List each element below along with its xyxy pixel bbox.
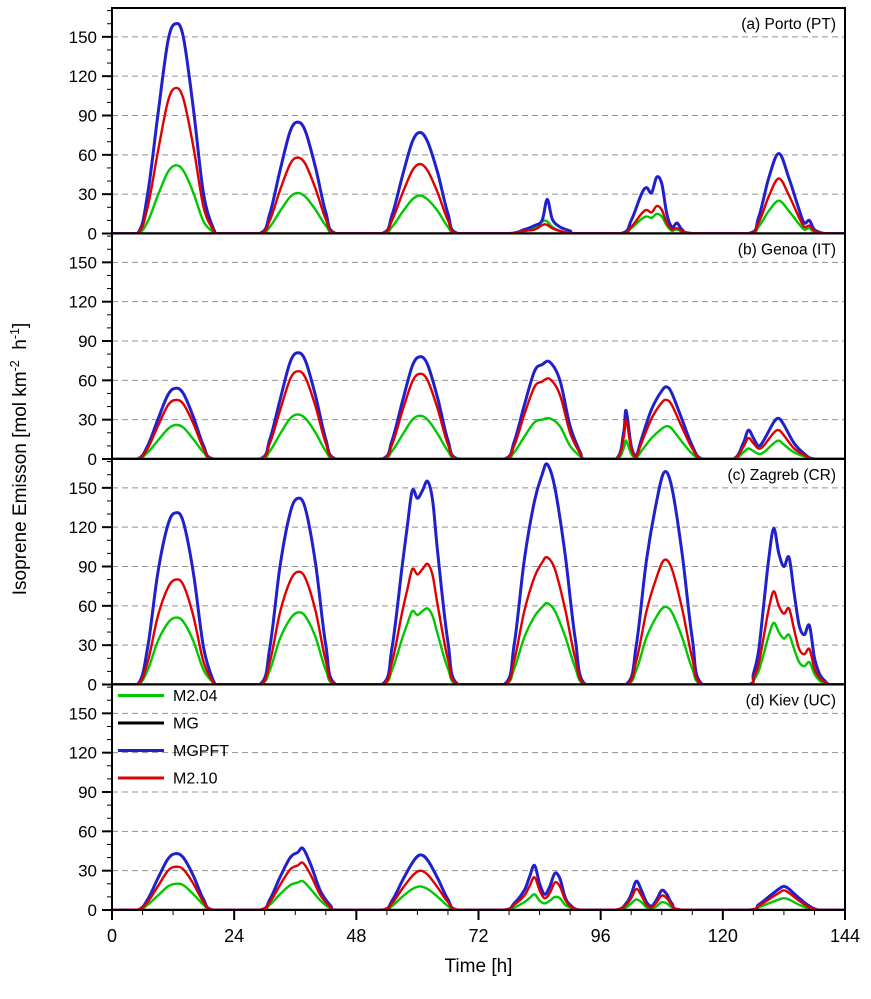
x-tick-label: 96 — [591, 926, 611, 946]
panel-c: 0 30 60 90 120 150 (c) Zagreb (CR) — [69, 458, 846, 695]
y-tick-label: 0 — [88, 901, 97, 920]
series-MGPFT-panel-c — [112, 462, 845, 685]
series-M2.10-panel-a — [112, 86, 845, 234]
y-tick-label: 60 — [78, 371, 97, 390]
y-tick-label: 30 — [78, 862, 97, 881]
panel-d: 0 30 60 90 120 150 (d) Kiev (UC) — [69, 683, 846, 920]
series-M2.04-panel-d — [112, 879, 845, 910]
x-tick-label: 0 — [107, 926, 117, 946]
series-M2.04-panel-a — [112, 164, 845, 234]
y-tick-label: 30 — [78, 636, 97, 655]
legend-label: M2.10 — [173, 771, 218, 788]
series-MGPFT-panel-a — [112, 21, 845, 234]
legend-label: M2.04 — [173, 688, 218, 705]
panel-frame — [111, 7, 846, 235]
y-tick-label: 60 — [78, 597, 97, 616]
panel-frame — [111, 232, 846, 460]
y-tick-label: 150 — [69, 253, 97, 272]
y-tick-label: 90 — [78, 332, 97, 351]
x-tick-label: 48 — [346, 926, 366, 946]
legend-label: MGPFT — [173, 743, 229, 760]
series-M2.04-panel-c — [112, 601, 845, 685]
y-tick-label: 60 — [78, 822, 97, 841]
y-tick-label: 150 — [69, 28, 97, 47]
y-tick-label: 120 — [69, 744, 97, 763]
x-axis: 0 24 48 72 96 120 144 Time [h] — [107, 910, 860, 977]
y-tick-label: 30 — [78, 411, 97, 430]
panel-label-a: (a) Porto (PT) — [741, 16, 836, 33]
legend: M2.04 MG MGPFT M2.10 — [118, 688, 229, 788]
panel-b: 0 30 60 90 120 150 (b) Genoa (IT) — [69, 232, 846, 469]
y-tick-label: 0 — [88, 225, 97, 244]
y-tick-label: 0 — [88, 676, 97, 695]
panel-frame — [111, 458, 846, 686]
x-tick-label: 144 — [830, 926, 860, 946]
x-axis-title: Time [h] — [445, 956, 513, 977]
x-tick-label: 72 — [468, 926, 488, 946]
y-tick-label: 60 — [78, 146, 97, 165]
y-tick-label: 150 — [69, 479, 97, 498]
legend-item-M2.10: M2.10 — [118, 771, 218, 788]
x-tick-label: 24 — [224, 926, 244, 946]
series-MGPFT-panel-d — [112, 846, 845, 910]
panel-a: 0 30 60 90 120 150 (a) Porto (PT) — [69, 7, 846, 244]
panel-label-b: (b) Genoa (IT) — [738, 242, 836, 259]
panel-frame — [111, 683, 846, 911]
y-tick-label: 120 — [69, 67, 97, 86]
y-tick-label: 90 — [78, 107, 97, 126]
y-tick-label: 120 — [69, 518, 97, 537]
legend-item-M2.04: M2.04 — [118, 688, 218, 705]
x-tick-label: 120 — [708, 926, 738, 946]
y-tick-label: 90 — [78, 558, 97, 577]
series-M2.10-panel-c — [112, 555, 845, 685]
y-tick-label: 90 — [78, 783, 97, 802]
y-tick-label: 30 — [78, 185, 97, 204]
panel-label-d: (d) Kiev (UC) — [746, 693, 836, 710]
series-M2.04-panel-b — [112, 413, 845, 459]
y-axis-title: Isoprene Emisson [mol km-2 h-1] — [8, 323, 31, 596]
series-MGPFT-panel-b — [112, 351, 845, 459]
y-tick-label: 0 — [88, 450, 97, 469]
legend-item-MG: MG — [118, 716, 199, 733]
y-tick-label: 150 — [69, 704, 97, 723]
legend-item-MGPFT: MGPFT — [118, 743, 229, 760]
panel-label-c: (c) Zagreb (CR) — [727, 467, 836, 484]
series-M2.10-panel-b — [112, 369, 845, 459]
legend-label: MG — [173, 716, 199, 733]
y-tick-label: 120 — [69, 293, 97, 312]
series-M2.10-panel-d — [112, 861, 845, 910]
